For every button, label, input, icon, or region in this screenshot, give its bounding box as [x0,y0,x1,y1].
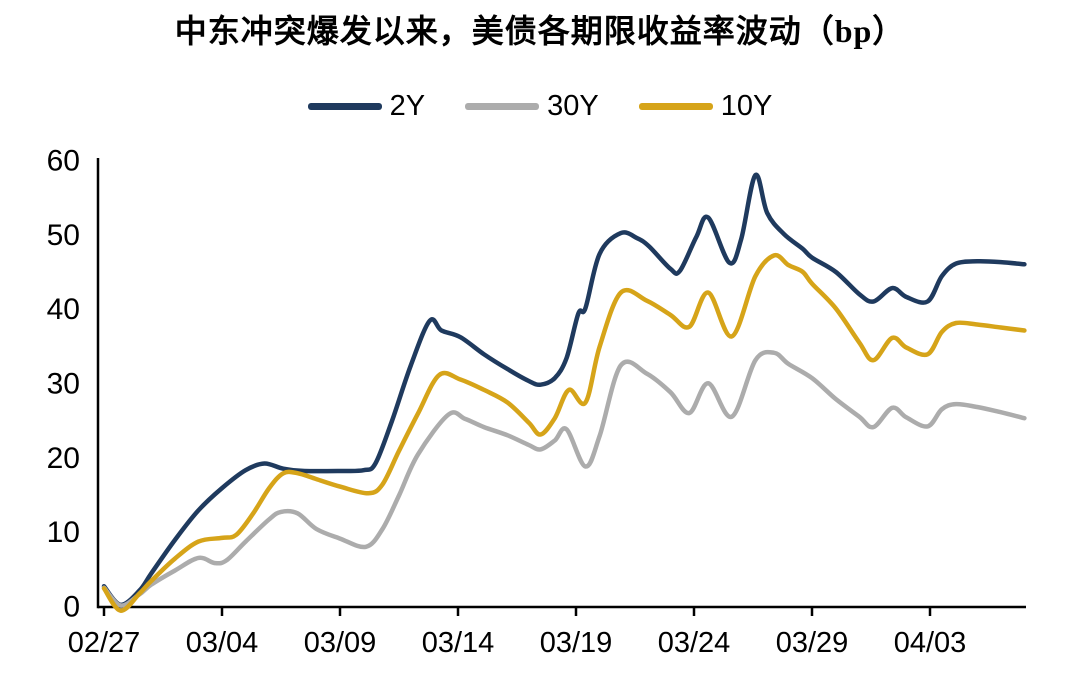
y-axis-label: 40 [47,293,80,326]
x-axis-label: 03/04 [186,627,259,659]
legend: 2Y 30Y 10Y [0,92,1080,121]
legend-swatch-30y [465,103,540,110]
x-axis-label: 03/14 [422,627,495,659]
x-axis-label: 04/03 [894,627,967,659]
legend-item-10y: 10Y [638,90,773,122]
legend-label-30y: 30Y [547,90,599,122]
legend-swatch-10y [638,103,713,110]
legend-item-30y: 30Y [465,92,599,121]
y-axis-label: 0 [63,591,80,624]
y-axis-label: 30 [47,368,80,401]
legend-label-2y: 2Y [389,90,426,122]
legend-label-10y: 10Y [720,90,773,122]
series-line-2y [101,172,1027,608]
x-axis-label: 03/09 [304,627,377,659]
chart-title: 中东冲突爆发以来，美债各期限收益率波动（bp） [174,13,906,49]
y-axis-label: 50 [47,219,80,252]
legend-swatch-2y [307,103,382,110]
y-axis-label: 20 [47,442,80,475]
x-axis-label: 02/27 [68,627,141,659]
y-axis-label: 60 [47,145,80,178]
x-axis-label: 03/24 [658,627,731,659]
x-axis-label: 03/29 [776,627,849,659]
x-axis-label: 03/19 [540,627,613,659]
series-line-10y [101,252,1027,613]
legend-item-2y: 2Y [307,90,426,122]
y-axis-label: 10 [47,516,80,549]
series-line-30y [101,349,1027,608]
